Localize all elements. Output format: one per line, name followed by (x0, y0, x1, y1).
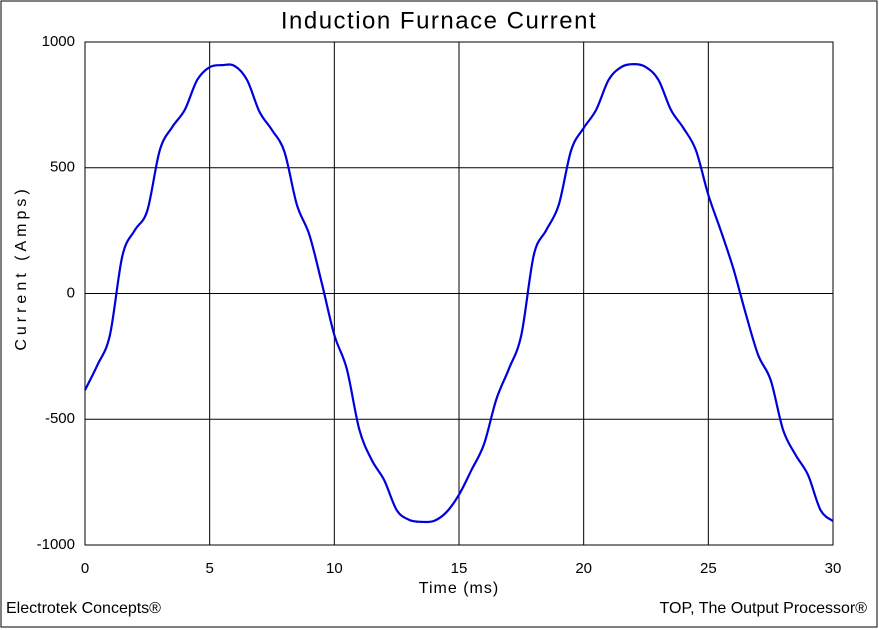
y-axis-label: Current (Amps) (13, 185, 30, 350)
y-tick-label: 0 (67, 284, 75, 301)
chart-title: Induction Furnace Current (281, 7, 597, 34)
x-tick-label: 25 (700, 560, 717, 577)
y-tick-label: 500 (50, 159, 75, 176)
x-axis-label: Time (ms) (419, 580, 499, 597)
x-tick-label: 10 (326, 560, 343, 577)
x-tick-label: 0 (81, 560, 89, 577)
y-tick-label: -1000 (37, 536, 75, 553)
x-tick-label: 20 (575, 560, 592, 577)
footer-right: TOP, The Output Processor® (660, 600, 868, 617)
x-tick-label: 30 (825, 560, 842, 577)
footer-left: Electrotek Concepts® (6, 600, 161, 617)
x-tick-label: 15 (451, 560, 468, 577)
y-tick-label: 1000 (42, 33, 75, 50)
data-line (84, 63, 834, 524)
y-tick-label: -500 (45, 410, 75, 427)
x-tick-label: 5 (205, 560, 213, 577)
